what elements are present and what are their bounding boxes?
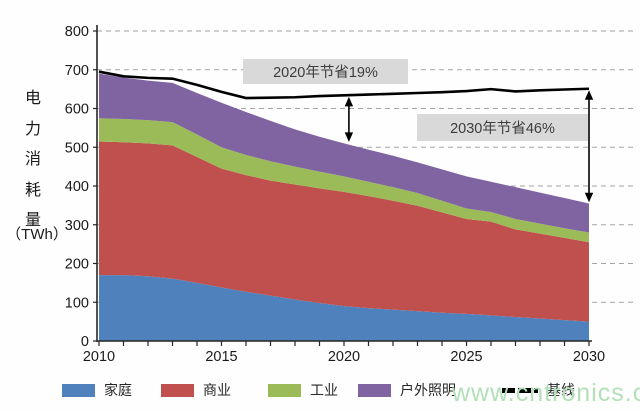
arrow-savings-2030-head-up bbox=[584, 90, 594, 100]
y-tick-label: 600 bbox=[65, 102, 89, 118]
area-outdoor-lighting bbox=[99, 73, 589, 233]
y-tick-label: 800 bbox=[65, 24, 89, 40]
watermark: www.cntronics.com bbox=[452, 379, 640, 407]
y-axis-title-char: 电 bbox=[24, 90, 41, 107]
x-tick-label: 2015 bbox=[205, 349, 237, 365]
y-axis-title: 电 力 消 耗 量 bbox=[21, 90, 45, 230]
annotation-2030-savings: 2030年节省46% bbox=[417, 114, 588, 141]
area-household bbox=[99, 275, 589, 341]
arrow-savings-2020-head-down bbox=[344, 132, 354, 142]
annotation-2020-savings: 2020年节省19% bbox=[243, 59, 408, 84]
y-tick-label: 500 bbox=[65, 140, 89, 156]
y-axis-title-char: 量 bbox=[24, 212, 41, 230]
x-tick-label: 2010 bbox=[83, 349, 115, 365]
y-tick-label: 100 bbox=[65, 295, 89, 311]
x-tick-label: 2025 bbox=[450, 349, 482, 365]
y-tick-label: 400 bbox=[65, 179, 89, 195]
area-industry bbox=[99, 118, 589, 243]
y-axis-title-char: 耗 bbox=[24, 181, 41, 199]
y-tick-label: 0 bbox=[81, 334, 89, 350]
y-tick-label: 700 bbox=[65, 63, 89, 79]
x-tick-label: 2030 bbox=[573, 349, 605, 365]
area-commercial bbox=[99, 141, 589, 322]
y-tick-label: 300 bbox=[65, 218, 89, 234]
y-axis-unit: （TWh） bbox=[6, 226, 68, 243]
y-tick-label: 200 bbox=[65, 257, 89, 273]
x-tick-label: 2020 bbox=[328, 349, 360, 365]
arrow-savings-2020-head-up bbox=[344, 96, 354, 107]
y-axis-title-char: 消 bbox=[24, 151, 41, 169]
baseline-line bbox=[98, 70, 590, 100]
arrow-savings-2030-head-down bbox=[584, 192, 594, 203]
y-axis-title-char: 力 bbox=[24, 120, 41, 138]
